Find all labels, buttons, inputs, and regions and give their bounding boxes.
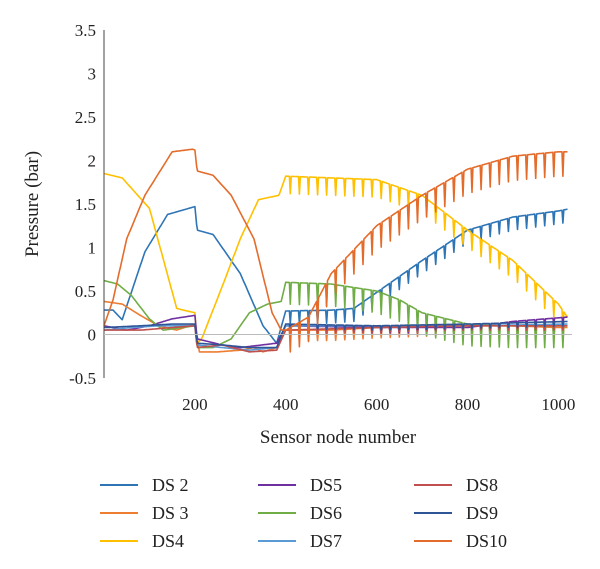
y-tick-label: 0.5: [75, 282, 96, 301]
series-line: [103, 172, 569, 344]
plot-lines: [103, 148, 569, 353]
x-tick-label: 600: [364, 395, 390, 414]
x-tick-label: 200: [182, 395, 208, 414]
y-tick-label: 3: [88, 65, 97, 84]
legend-label: DS 3: [152, 503, 189, 523]
x-axis-label: Sensor node number: [260, 427, 417, 448]
y-axis-label: Pressure (bar): [22, 151, 43, 257]
y-tick-label: 1: [88, 239, 97, 258]
legend-label: DS4: [152, 531, 184, 551]
legend-label: DS9: [466, 503, 498, 523]
y-tick-label: 2: [88, 152, 97, 171]
legend-label: DS 2: [152, 475, 189, 495]
legend-label: DS10: [466, 531, 507, 551]
series-line: [104, 324, 568, 353]
series-line: [104, 320, 568, 349]
x-tick-label: 1000: [541, 395, 575, 414]
legend-label: DS7: [310, 531, 342, 551]
tick-labels: -0.5 0 0.5 1 1.5 2 2.5 3 3.5 200 400 600 800 1000: [69, 21, 575, 414]
y-tick-label: -0.5: [69, 369, 96, 388]
x-tick-label: 400: [273, 395, 299, 414]
y-tick-label: 2.5: [75, 108, 96, 127]
x-tick-label: 800: [455, 395, 481, 414]
series-line: [103, 279, 568, 349]
legend-label: DS6: [310, 503, 342, 523]
axes: [103, 30, 572, 378]
y-tick-label: 0: [88, 326, 97, 345]
y-tick-label: 3.5: [75, 21, 96, 40]
legend: DS 2 DS 3 DS4 DS5 DS6 DS7 DS8 DS9 DS10: [100, 475, 507, 551]
legend-label: DS8: [466, 475, 498, 495]
series-line: [104, 205, 568, 345]
y-tick-label: 1.5: [75, 195, 96, 214]
legend-label: DS5: [310, 475, 342, 495]
series-line: [103, 148, 568, 353]
